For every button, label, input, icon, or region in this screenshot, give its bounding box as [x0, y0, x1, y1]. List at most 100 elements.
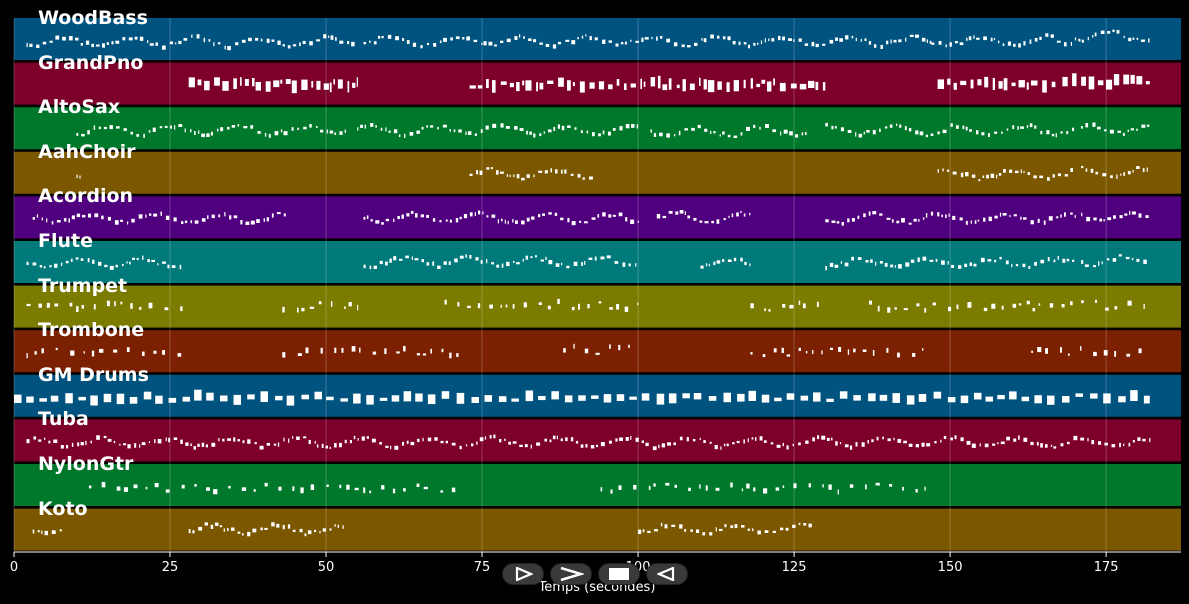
note: [1034, 261, 1037, 266]
note: [123, 487, 128, 492]
note: [693, 393, 702, 400]
note: [662, 84, 668, 91]
note: [227, 46, 231, 51]
note: [749, 263, 751, 267]
note: [540, 259, 544, 262]
note: [971, 443, 976, 448]
note: [875, 261, 877, 266]
note: [301, 79, 308, 90]
note: [1028, 266, 1031, 269]
note: [548, 260, 553, 265]
note: [867, 440, 869, 444]
note: [459, 216, 462, 220]
note: [656, 214, 661, 219]
note: [103, 126, 107, 130]
note: [1103, 350, 1108, 356]
note: [43, 266, 46, 269]
note: [120, 219, 123, 222]
play-button[interactable]: [503, 564, 543, 584]
note: [403, 488, 406, 492]
note: [143, 391, 152, 400]
note: [937, 79, 944, 89]
note: [441, 348, 444, 353]
note: [500, 304, 502, 308]
track-notes: [26, 298, 1145, 313]
note: [88, 485, 92, 489]
note: [1026, 300, 1030, 305]
note: [782, 442, 784, 447]
note: [422, 437, 424, 442]
note: [326, 129, 328, 134]
note: [233, 78, 237, 89]
note: [950, 437, 953, 441]
note: [26, 42, 28, 48]
note: [458, 129, 462, 133]
note: [678, 130, 681, 136]
note: [1032, 308, 1036, 312]
note: [277, 442, 280, 447]
note: [361, 436, 365, 441]
stop-button[interactable]: [599, 564, 639, 584]
note: [1136, 128, 1138, 131]
note: [38, 303, 42, 308]
note: [643, 81, 646, 87]
forward-button[interactable]: [551, 564, 591, 584]
note: [600, 256, 605, 260]
note: [427, 437, 432, 442]
note: [691, 127, 695, 131]
note: [890, 264, 894, 268]
note: [1090, 393, 1098, 399]
note: [825, 122, 828, 127]
note: [786, 445, 789, 450]
note: [585, 34, 587, 37]
note: [1101, 261, 1103, 265]
note: [733, 257, 737, 262]
note: [609, 307, 613, 310]
note: [1061, 304, 1065, 308]
note: [247, 531, 251, 537]
note: [829, 262, 834, 267]
note: [1046, 130, 1050, 135]
note: [1006, 128, 1009, 131]
note: [352, 82, 356, 88]
note: [1030, 220, 1034, 225]
note: [899, 124, 902, 128]
note: [316, 80, 321, 90]
note: [335, 37, 337, 41]
note: [1093, 217, 1097, 221]
note: [79, 175, 81, 179]
note: [625, 217, 628, 222]
note: [590, 445, 595, 449]
note: [60, 445, 64, 449]
note: [696, 529, 700, 533]
note: [155, 42, 158, 46]
note: [835, 37, 838, 41]
note: [302, 40, 306, 44]
note: [644, 37, 649, 40]
note: [395, 36, 399, 41]
note: [908, 128, 912, 132]
note: [519, 128, 524, 131]
note: [679, 436, 683, 441]
note: [283, 131, 288, 136]
note: [715, 487, 720, 491]
note: [330, 35, 334, 40]
note: [122, 37, 126, 41]
note: [889, 124, 893, 128]
note: [478, 210, 481, 215]
rewind-button[interactable]: [647, 564, 687, 584]
note: [868, 393, 876, 402]
note: [780, 527, 784, 531]
note: [594, 256, 597, 261]
note: [1057, 173, 1061, 177]
note: [909, 34, 914, 37]
note: [218, 438, 220, 442]
note: [449, 219, 452, 223]
note: [879, 394, 888, 401]
note: [379, 442, 382, 445]
track-lane: [14, 508, 1181, 551]
note: [37, 530, 40, 533]
note: [339, 40, 344, 44]
note: [689, 83, 695, 90]
note: [543, 131, 545, 134]
